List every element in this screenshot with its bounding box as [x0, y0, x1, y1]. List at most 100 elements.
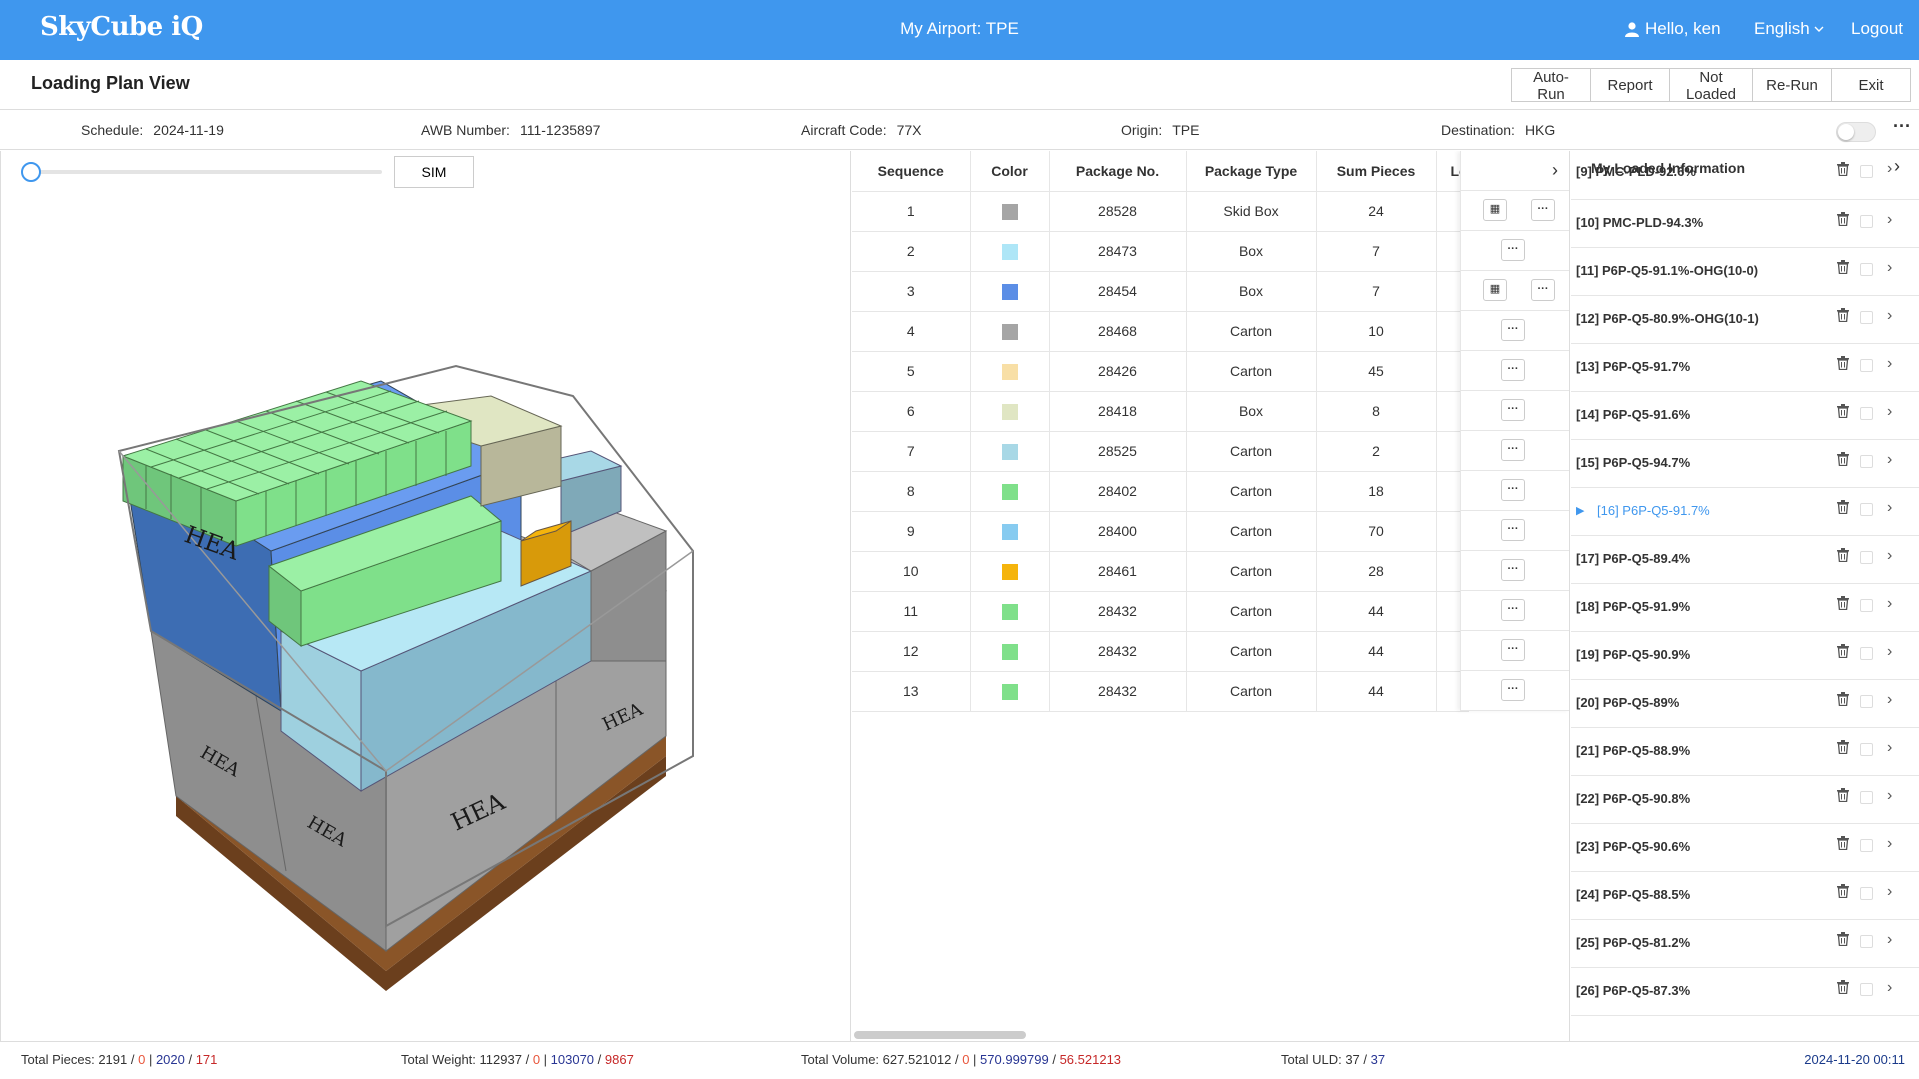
- chevron-right-icon[interactable]: ›: [1894, 156, 1900, 176]
- sim-slider-track[interactable]: [29, 170, 382, 174]
- select-checkbox[interactable]: [1860, 263, 1873, 276]
- trash-icon[interactable]: [1837, 836, 1849, 850]
- table-row[interactable]: 7 28525 Carton 2: [852, 431, 1469, 472]
- table-row[interactable]: 9 28400 Carton 70: [852, 511, 1469, 552]
- chevron-right-icon[interactable]: ›: [1887, 547, 1893, 564]
- loaded-list-item[interactable]: [18] P6P-Q5-91.9% ›: [1571, 584, 1919, 632]
- view-toggle[interactable]: [1836, 122, 1876, 142]
- select-checkbox[interactable]: [1860, 503, 1873, 516]
- app-logo[interactable]: SkyCube iQ: [40, 12, 203, 42]
- table-row[interactable]: 10 28461 Carton 28: [852, 551, 1469, 592]
- table-row[interactable]: 2 28473 Box 7: [852, 231, 1469, 272]
- chevron-right-icon[interactable]: ›: [1552, 160, 1558, 180]
- more-icon[interactable]: ···: [1501, 399, 1525, 421]
- col-package-no[interactable]: Package No.: [1049, 151, 1187, 192]
- grid-icon[interactable]: ▦: [1483, 279, 1507, 301]
- more-icon[interactable]: ···: [1501, 599, 1525, 621]
- trash-icon[interactable]: [1837, 884, 1849, 898]
- loaded-list-item[interactable]: [26] P6P-Q5-87.3% ›: [1571, 968, 1919, 1016]
- loaded-list-item[interactable]: [12] P6P-Q5-80.9%-OHG(10-1) ›: [1571, 296, 1919, 344]
- more-icon[interactable]: ···: [1501, 239, 1525, 261]
- loaded-list-item[interactable]: [19] P6P-Q5-90.9% ›: [1571, 632, 1919, 680]
- more-icon[interactable]: ···: [1501, 359, 1525, 381]
- select-checkbox[interactable]: [1860, 695, 1873, 708]
- chevron-right-icon[interactable]: ›: [1887, 160, 1893, 177]
- chevron-right-icon[interactable]: ›: [1887, 739, 1893, 756]
- chevron-right-icon[interactable]: ›: [1887, 499, 1893, 516]
- more-icon[interactable]: ···: [1501, 679, 1525, 701]
- exit-button[interactable]: Exit: [1831, 68, 1911, 102]
- select-checkbox[interactable]: [1860, 743, 1873, 756]
- select-checkbox[interactable]: [1860, 165, 1873, 178]
- chevron-right-icon[interactable]: ›: [1887, 883, 1893, 900]
- chevron-right-icon[interactable]: ›: [1887, 307, 1893, 324]
- table-row[interactable]: 13 28432 Carton 44: [852, 671, 1469, 712]
- col-sequence[interactable]: Sequence: [852, 151, 971, 192]
- auto-run-button[interactable]: Auto-Run: [1511, 68, 1591, 103]
- trash-icon[interactable]: [1837, 692, 1849, 706]
- chevron-right-icon[interactable]: ›: [1887, 787, 1893, 804]
- trash-icon[interactable]: [1837, 644, 1849, 658]
- table-row[interactable]: 1 28528 Skid Box 24: [852, 191, 1469, 232]
- loaded-list-item[interactable]: [23] P6P-Q5-90.6% ›: [1571, 824, 1919, 872]
- more-options-icon[interactable]: ···: [1893, 116, 1911, 136]
- trash-icon[interactable]: [1837, 548, 1849, 562]
- more-icon[interactable]: ···: [1501, 519, 1525, 541]
- trash-icon[interactable]: [1837, 980, 1849, 994]
- table-row[interactable]: 4 28468 Carton 10: [852, 311, 1469, 352]
- loaded-list-item[interactable]: [17] P6P-Q5-89.4% ›: [1571, 536, 1919, 584]
- loaded-list-item[interactable]: [9] PMC-PLD-92.6% ›: [1571, 156, 1919, 200]
- grid-icon[interactable]: ▦: [1483, 199, 1507, 221]
- select-checkbox[interactable]: [1860, 839, 1873, 852]
- chevron-right-icon[interactable]: ›: [1887, 931, 1893, 948]
- col-sum-pieces[interactable]: Sum Pieces: [1316, 151, 1437, 192]
- table-row[interactable]: 8 28402 Carton 18: [852, 471, 1469, 512]
- trash-icon[interactable]: [1837, 788, 1849, 802]
- chevron-right-icon[interactable]: ›: [1887, 691, 1893, 708]
- re-run-button[interactable]: Re-Run: [1752, 68, 1832, 102]
- col-package-type[interactable]: Package Type: [1186, 151, 1317, 192]
- table-row[interactable]: 5 28426 Carton 45: [852, 351, 1469, 392]
- trash-icon[interactable]: [1837, 356, 1849, 370]
- select-checkbox[interactable]: [1860, 935, 1873, 948]
- sim-button[interactable]: SIM: [394, 156, 474, 188]
- chevron-right-icon[interactable]: ›: [1887, 451, 1893, 468]
- chevron-right-icon[interactable]: ›: [1887, 835, 1893, 852]
- trash-icon[interactable]: [1837, 212, 1849, 226]
- table-row[interactable]: 6 28418 Box 8: [852, 391, 1469, 432]
- loaded-list-item[interactable]: [22] P6P-Q5-90.8% ›: [1571, 776, 1919, 824]
- loaded-list-item[interactable]: [11] P6P-Q5-91.1%-OHG(10-0) ›: [1571, 248, 1919, 296]
- logout-link[interactable]: Logout: [1851, 19, 1903, 38]
- loaded-list-item[interactable]: ▶ [16] P6P-Q5-91.7% ›: [1571, 488, 1919, 536]
- trash-icon[interactable]: [1837, 740, 1849, 754]
- loaded-list-item[interactable]: [10] PMC-PLD-94.3% ›: [1571, 200, 1919, 248]
- loaded-list-item[interactable]: [20] P6P-Q5-89% ›: [1571, 680, 1919, 728]
- select-checkbox[interactable]: [1860, 887, 1873, 900]
- loaded-list-item[interactable]: [13] P6P-Q5-91.7% ›: [1571, 344, 1919, 392]
- trash-icon[interactable]: [1837, 162, 1849, 176]
- horizontal-scrollbar[interactable]: [854, 1031, 1026, 1039]
- chevron-right-icon[interactable]: ›: [1887, 979, 1893, 996]
- table-row[interactable]: 12 28432 Carton 44: [852, 631, 1469, 672]
- select-checkbox[interactable]: [1860, 407, 1873, 420]
- loaded-list-item[interactable]: [25] P6P-Q5-81.2% ›: [1571, 920, 1919, 968]
- chevron-right-icon[interactable]: ›: [1887, 259, 1893, 276]
- select-checkbox[interactable]: [1860, 311, 1873, 324]
- more-icon[interactable]: ···: [1501, 639, 1525, 661]
- uld-3d-viewer[interactable]: SIM: [0, 151, 851, 1041]
- select-checkbox[interactable]: [1860, 215, 1873, 228]
- more-icon[interactable]: ···: [1501, 559, 1525, 581]
- more-icon[interactable]: ···: [1501, 479, 1525, 501]
- loaded-list-item[interactable]: [15] P6P-Q5-94.7% ›: [1571, 440, 1919, 488]
- not-loaded-button[interactable]: Not Loaded: [1669, 68, 1753, 103]
- loaded-list-item[interactable]: [14] P6P-Q5-91.6% ›: [1571, 392, 1919, 440]
- user-greeting[interactable]: Hello, ken: [1625, 19, 1721, 39]
- select-checkbox[interactable]: [1860, 647, 1873, 660]
- trash-icon[interactable]: [1837, 452, 1849, 466]
- chevron-right-icon[interactable]: ›: [1887, 595, 1893, 612]
- more-icon[interactable]: ···: [1531, 279, 1555, 301]
- chevron-right-icon[interactable]: ›: [1887, 403, 1893, 420]
- more-icon[interactable]: ···: [1531, 199, 1555, 221]
- chevron-right-icon[interactable]: ›: [1887, 643, 1893, 660]
- select-checkbox[interactable]: [1860, 599, 1873, 612]
